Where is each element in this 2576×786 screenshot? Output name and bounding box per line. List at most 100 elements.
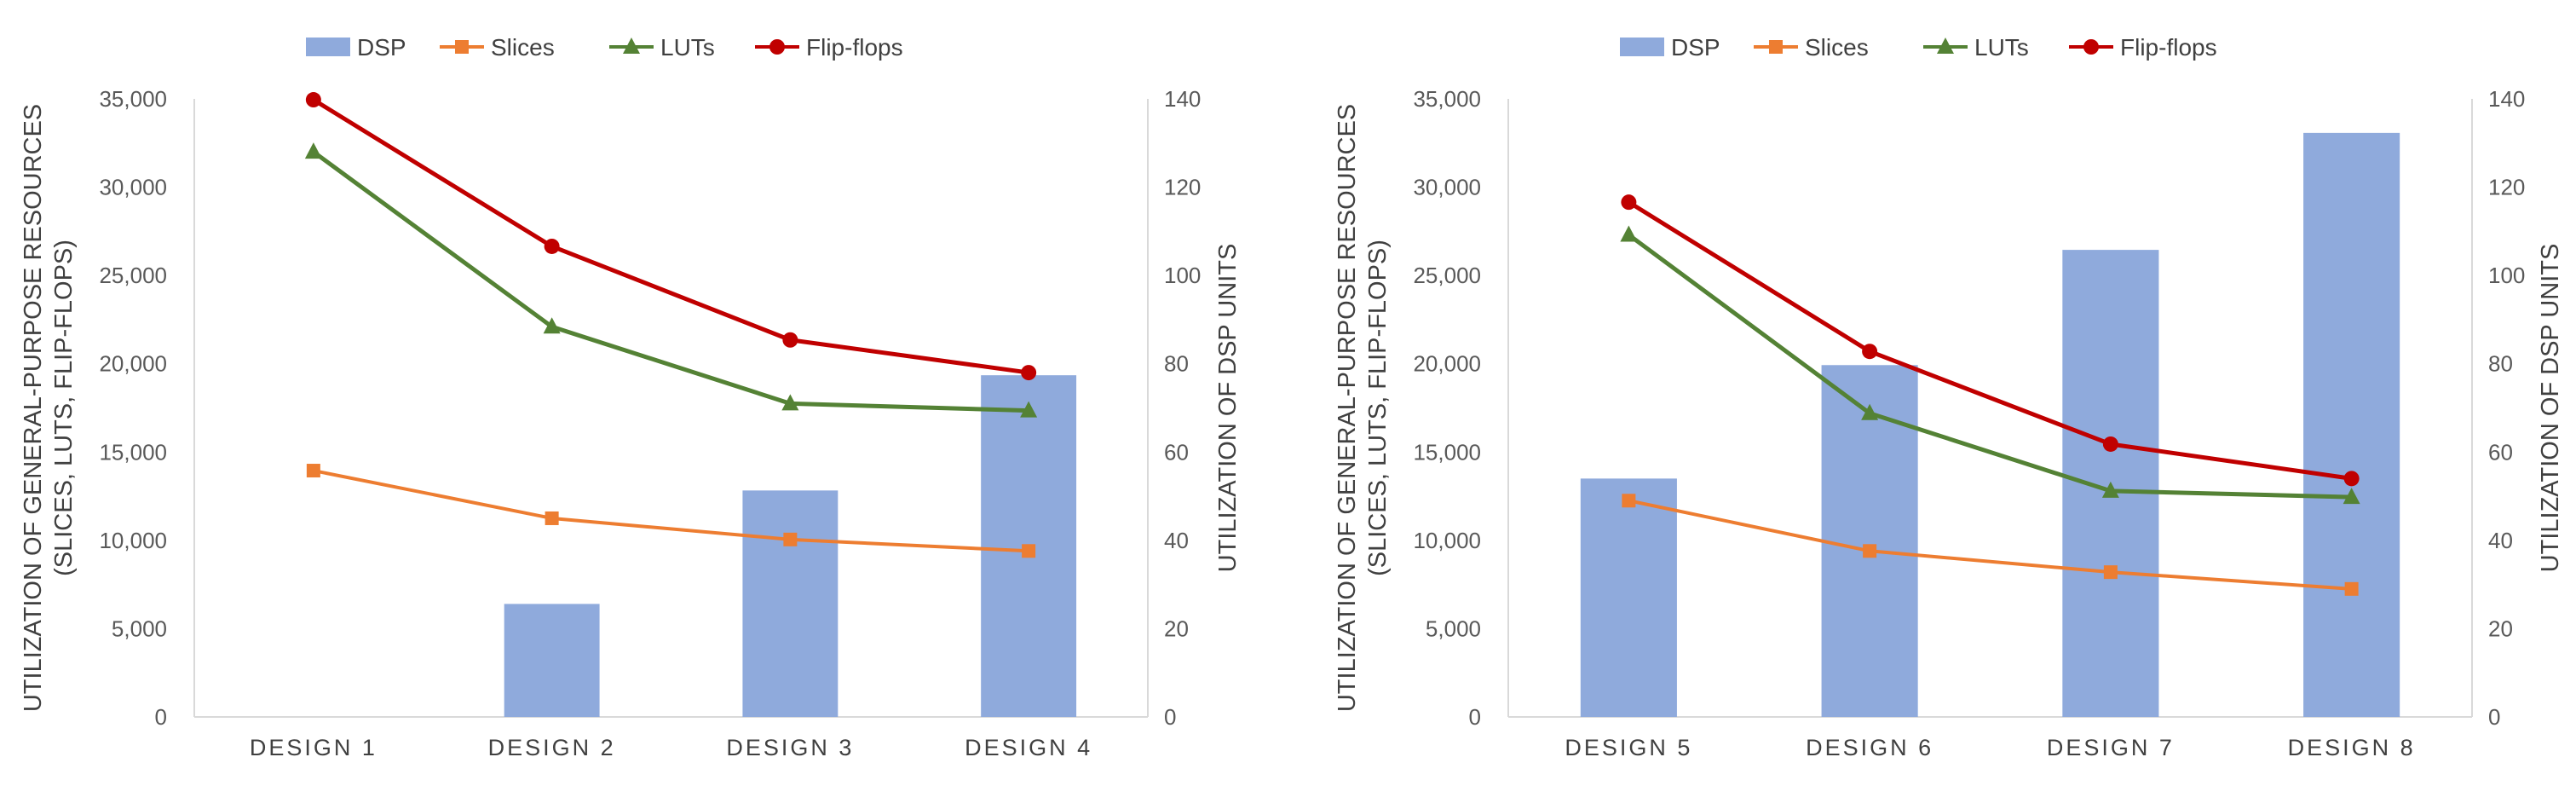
- y-left-tick-label: 5,000: [112, 616, 167, 641]
- series-slices: [1622, 494, 2359, 596]
- luts-point: [1861, 403, 1879, 420]
- x-category-label: DESIGN 5: [1565, 735, 1692, 760]
- dsp-bar: [504, 604, 600, 717]
- y-left-tick-label: 20,000: [99, 351, 167, 377]
- y-left-tick-label: 35,000: [1413, 86, 1481, 112]
- luts-line: [312, 150, 1029, 413]
- y-left-tick-label: 20,000: [1413, 351, 1481, 377]
- legend-label-luts: LUTs: [660, 34, 715, 61]
- resource-utilization-chart-designs-5-8: 0 5,000 10,000 15,000 20,000 25,000 30,000 35,0…: [1334, 34, 2564, 760]
- y-right-tick-label: 0: [1164, 704, 1176, 730]
- y-right-tick-label: 100: [1164, 263, 1201, 288]
- series-dsp-bars: [1580, 132, 2400, 717]
- legend-marker-slices: [455, 40, 469, 54]
- y-left-axis-title-line2: (SLICES, LUTS, FLIP-FLOPS): [50, 240, 78, 576]
- legend-marker-luts: [1937, 38, 1954, 54]
- flip-flops-point: [2343, 471, 2360, 487]
- flip-flops-point: [544, 238, 560, 254]
- legend: DSP Slices LUTs Flip-flops: [1620, 34, 2217, 61]
- y-left-tick-label: 25,000: [99, 263, 167, 288]
- flip-flops-point: [1862, 344, 1878, 360]
- x-category-label: DESIGN 2: [488, 735, 616, 760]
- flip-flops-point: [1621, 194, 1637, 211]
- y-left-axis-title-line2: (SLICES, LUTS, FLIP-FLOPS): [1364, 240, 1392, 576]
- legend-label-slices: Slices: [491, 34, 555, 61]
- y-left-tick-label: 30,000: [99, 175, 167, 200]
- legend-label-slices: Slices: [1805, 34, 1869, 61]
- y-left-tick-label: 0: [155, 704, 167, 730]
- y-right-tick-label: 60: [2488, 439, 2513, 465]
- y-left-tick-label: 10,000: [99, 528, 167, 553]
- y-right-axis-title: UTILIZATION OF DSP UNITS: [2537, 244, 2564, 573]
- legend-item-dsp: DSP: [306, 34, 406, 61]
- x-category-label: DESIGN 3: [726, 735, 854, 760]
- flip-flops-point: [305, 92, 321, 108]
- slices-point: [545, 511, 559, 525]
- chart-panel-left: 0 5,000 10,000 15,000 20,000 25,000 30,000 35,0…: [20, 34, 1242, 760]
- legend-marker-flip-flops: [2083, 39, 2099, 55]
- legend-label-luts: LUTs: [1974, 34, 2029, 61]
- y-left-tick-label: 15,000: [99, 439, 167, 465]
- legend-item-luts: LUTs: [1923, 34, 2029, 61]
- y-left-axis-title-line1: UTILIZATION OF GENERAL-PURPOSE RESOURCES: [20, 104, 47, 712]
- dsp-bar: [742, 490, 838, 717]
- x-category-label: DESIGN 4: [965, 735, 1092, 760]
- y-left-tick-label: 30,000: [1413, 175, 1481, 200]
- slices-point: [1022, 544, 1036, 558]
- y-right-tick-label: 100: [2488, 263, 2525, 288]
- y-left-axis-title-line1: UTILIZATION OF GENERAL-PURPOSE RESOURCES: [1334, 104, 1361, 712]
- y-right-tick-label: 40: [1164, 528, 1189, 553]
- y-right-tick-label: 20: [1164, 616, 1189, 641]
- slices-line: [1628, 499, 2352, 591]
- series-flip-flops: [305, 92, 1037, 381]
- series-dsp-bars: [504, 375, 1077, 717]
- slices-point: [306, 464, 320, 478]
- flip-flops-line: [312, 97, 1029, 375]
- legend: DSP Slices LUTs Flip-flops: [306, 34, 903, 61]
- legend-marker-luts: [623, 38, 640, 54]
- x-category-label: DESIGN 8: [2288, 735, 2416, 760]
- slices-point: [2103, 565, 2118, 580]
- legend-label-flip-flops: Flip-flops: [2120, 34, 2217, 61]
- flip-flops-point: [2102, 436, 2118, 452]
- y-right-tick-label: 60: [1164, 439, 1189, 465]
- legend-item-flip-flops: Flip-flops: [2069, 34, 2217, 61]
- y-right-tick-label: 140: [2488, 86, 2525, 112]
- y-left-tick-label: 0: [1469, 704, 1481, 730]
- y-left-tick-label: 5,000: [1426, 616, 1481, 641]
- slices-point: [783, 532, 798, 546]
- legend-item-slices: Slices: [440, 34, 555, 61]
- luts-point: [304, 142, 322, 159]
- slices-point: [1622, 494, 1636, 508]
- y-right-tick-label: 40: [2488, 528, 2513, 553]
- y-right-tick-label: 80: [2488, 351, 2513, 377]
- x-category-label: DESIGN 1: [250, 735, 377, 760]
- x-category-label: DESIGN 7: [2047, 735, 2175, 760]
- series-slices: [306, 464, 1036, 558]
- y-left-tick-label: 25,000: [1413, 263, 1481, 288]
- y-left-tick-label: 15,000: [1413, 439, 1481, 465]
- slices-point: [1863, 544, 1877, 558]
- luts-point: [1620, 225, 1638, 242]
- slices-line: [313, 469, 1029, 553]
- legend-item-slices: Slices: [1754, 34, 1869, 61]
- y-right-tick-label: 140: [1164, 86, 1201, 112]
- y-right-tick-label: 120: [2488, 175, 2525, 200]
- y-right-tick-label: 120: [1164, 175, 1201, 200]
- series-luts: [304, 142, 1038, 418]
- flip-flops-point: [1021, 365, 1037, 381]
- dsp-bar: [2303, 132, 2400, 717]
- luts-line: [1627, 233, 2352, 500]
- flip-flops-line: [1628, 200, 2352, 481]
- y-left-axis-title: UTILIZATION OF GENERAL-PURPOSE RESOURCES…: [1334, 104, 1392, 712]
- legend-label-flip-flops: Flip-flops: [806, 34, 903, 61]
- y-right-tick-label: 0: [2488, 704, 2500, 730]
- luts-point: [781, 394, 799, 411]
- legend-item-dsp: DSP: [1620, 34, 1720, 61]
- dsp-bar: [1580, 478, 1677, 717]
- series-flip-flops: [1621, 194, 2360, 487]
- y-right-axis-title: UTILIZATION OF DSP UNITS: [1214, 244, 1242, 573]
- legend-swatch-dsp: [1620, 38, 1664, 56]
- chart-panel-right: 0 5,000 10,000 15,000 20,000 25,000 30,000 35,0…: [1288, 0, 2576, 786]
- y-right-tick-label: 80: [1164, 351, 1189, 377]
